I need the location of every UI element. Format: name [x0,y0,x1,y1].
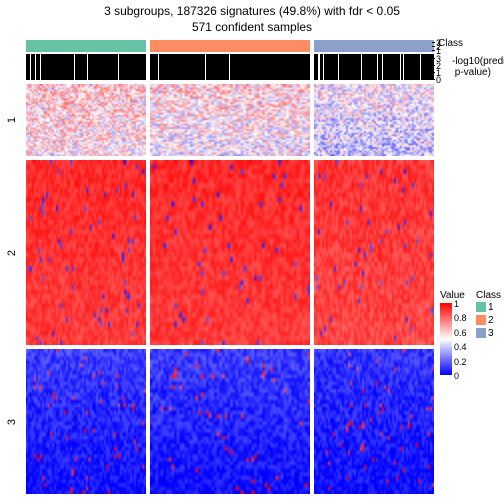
class-legend-title: Class [476,290,501,301]
heatmap-row-label: 3 [6,416,18,428]
heatmap-panel [314,84,434,156]
heatmap-panel [150,84,310,156]
class-bar-segment [150,40,310,52]
heatmap-row [26,349,434,494]
class-legend-item: 2 [476,314,501,327]
log-axis-tick: 0 [436,75,441,85]
log-bar-segment [26,54,146,80]
value-legend-tick: 0.2 [454,358,467,367]
class-legend-item: 1 [476,301,501,314]
heatmap-panel [150,160,310,345]
value-legend-title: Value [440,290,465,301]
heatmap-panel [26,160,146,345]
heatmap-panel [314,349,434,494]
plot-area [26,40,434,494]
class-legend: Class 1 2 3 [476,290,501,340]
value-legend-tick: 0.4 [454,343,467,352]
class-legend-label: 2 [488,315,494,326]
value-legend-tick: 0.8 [454,314,467,323]
class-legend-swatch [476,315,486,325]
value-legend-tick: 1 [454,300,459,309]
class-legend-item: 3 [476,327,501,340]
heatmap-panel [314,160,434,345]
log-bar-segment [314,54,434,80]
log10-pvalue-bar [26,54,434,80]
heatmap-panel [150,349,310,494]
class-legend-swatch [476,302,486,312]
title-line-1: 3 subgroups, 187326 signatures (49.8%) w… [0,4,504,18]
log-bar-segment [150,54,310,80]
class-annotation-bar [26,40,434,52]
class-legend-swatch [476,328,486,338]
log-axis-label: -log10(predict p-value) [452,56,504,78]
value-legend-tick: 0 [454,372,459,381]
value-legend: Value 10.80.60.40.20 [440,290,465,375]
title-line-2: 571 confident samples [0,20,504,34]
class-legend-label: 3 [488,328,494,339]
class-bar-segment [314,40,434,52]
heatmap-panel [26,84,146,156]
heatmap-row [26,84,434,156]
heatmap-row-label: 2 [6,247,18,259]
heatmap-row [26,160,434,345]
value-legend-tick: 0.6 [454,329,467,338]
heatmap-panel [26,349,146,494]
value-legend-gradient [440,303,452,375]
class-axis-label: Class [438,38,463,49]
class-legend-label: 1 [488,302,494,313]
heatmap-row-label: 1 [6,114,18,126]
heatmap-grid [26,84,434,494]
class-bar-segment [26,40,146,52]
